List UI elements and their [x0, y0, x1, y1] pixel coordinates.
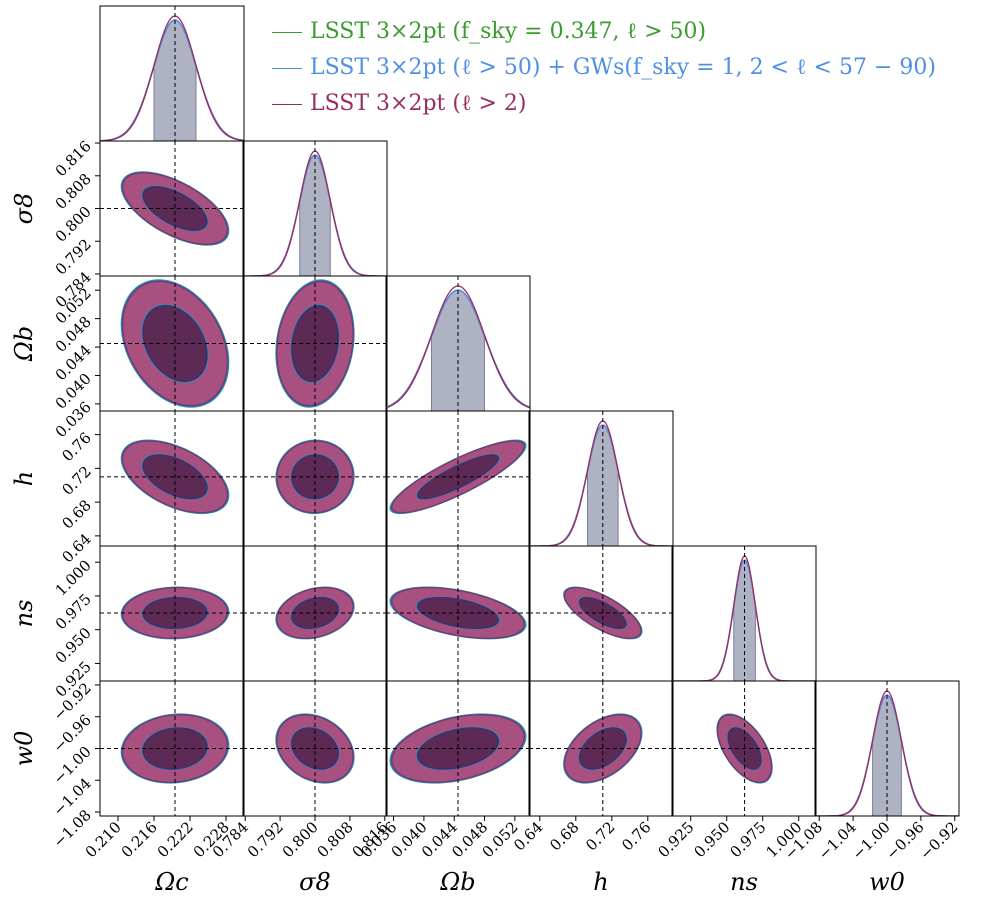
ytick-label: 0.975 — [52, 590, 95, 633]
panel-h-Ω_c — [99, 410, 245, 547]
panel-n_s-Ω_b — [385, 545, 531, 682]
panel-h-σ_8 — [242, 410, 388, 547]
panel-σ_8-Ω_c — [99, 140, 245, 277]
ytick-label: 0.72 — [58, 462, 94, 498]
legend-entry-1: LSST 3×2pt (ℓ > 50) + GWs(f_sky = 1, 2 <… — [272, 50, 936, 86]
panel-σ_8-σ_8 — [242, 140, 388, 277]
legend-entry-0: LSST 3×2pt (f_sky = 0.347, ℓ > 50) — [272, 14, 936, 50]
xtick-label: −0.92 — [916, 818, 961, 863]
contour-1sigma-2 — [142, 305, 208, 382]
yaxis-label-n_s: ns — [10, 600, 38, 628]
xtick-label: 0.925 — [654, 818, 697, 861]
xaxis-label-σ_8: σ8 — [299, 868, 331, 896]
marginal-band — [587, 424, 619, 546]
legend-swatch-2 — [272, 103, 302, 105]
marginal-curve-2 — [100, 15, 244, 141]
legend-swatch-0 — [272, 31, 302, 33]
ytick-label: 0.816 — [52, 137, 95, 180]
panel-n_s-σ_8 — [242, 545, 388, 682]
panel-h-Ω_b — [385, 410, 531, 547]
ytick-label: 0.950 — [52, 624, 95, 667]
panel-w_0-w_0 — [814, 680, 960, 817]
yaxis-label-σ_8: σ8 — [10, 193, 38, 225]
marginal-band — [872, 694, 902, 816]
panel-Ω_b-σ_8 — [242, 275, 388, 412]
ytick-label: 0.808 — [52, 170, 95, 213]
legend: LSST 3×2pt (f_sky = 0.347, ℓ > 50) LSST … — [272, 14, 936, 122]
yaxis-label-w_0: w0 — [10, 731, 38, 767]
contour-1sigma-2 — [142, 186, 208, 231]
panel-w_0-h — [528, 680, 674, 817]
panel-n_s-n_s — [671, 545, 817, 682]
xtick-label: 0.76 — [618, 818, 654, 854]
marginal-band — [153, 19, 197, 141]
xaxis-label-n_s: ns — [730, 868, 758, 896]
xtick-label: 0.800 — [279, 818, 322, 861]
xtick-label: 0.222 — [154, 818, 197, 861]
panel-Ω_b-Ω_b — [385, 275, 531, 412]
xaxis-label-Ω_c: Ωc — [154, 868, 188, 896]
marginal-band — [430, 289, 486, 411]
panel-n_s-Ω_c — [99, 545, 245, 682]
yaxis-label-h: h — [10, 471, 38, 486]
xtick-label: 0.216 — [118, 818, 161, 861]
legend-label-2: LSST 3×2pt (ℓ > 2) — [310, 91, 527, 116]
panel-h-h — [528, 410, 674, 547]
ytick-label: 0.800 — [52, 203, 95, 246]
ytick-label: 0.68 — [58, 496, 94, 532]
panel-w_0-Ω_b — [385, 680, 531, 817]
xtick-label: 0.64 — [510, 818, 546, 854]
marginal-band — [733, 559, 756, 681]
panel-n_s-h — [528, 545, 674, 682]
panel-Ω_c-Ω_c — [99, 5, 245, 142]
xtick-label: 0.808 — [314, 818, 357, 861]
marginal-curve-2 — [529, 420, 673, 546]
legend-entry-2: LSST 3×2pt (ℓ > 2) — [272, 86, 936, 122]
xaxis-label-h: h — [593, 868, 608, 896]
contour-1sigma-2 — [142, 727, 208, 770]
legend-label-1: LSST 3×2pt (ℓ > 50) + GWs(f_sky = 1, 2 <… — [310, 55, 936, 80]
xaxis-label-Ω_b: Ωb — [439, 868, 475, 896]
xtick-label: 0.68 — [546, 818, 582, 854]
panel-w_0-Ω_c — [99, 680, 245, 817]
xaxis-label-w_0: w0 — [869, 868, 905, 896]
panel-frame — [671, 680, 817, 817]
ytick-label: 0.792 — [52, 235, 95, 278]
yaxis-label-Ω_b: Ωb — [10, 326, 38, 362]
panel-w_0-σ_8 — [242, 680, 388, 817]
legend-swatch-1 — [272, 67, 302, 69]
panel-Ω_b-Ω_c — [99, 275, 245, 412]
xtick-label: 0.72 — [582, 818, 618, 854]
xtick-label: 0.950 — [690, 818, 733, 861]
xtick-label: 0.975 — [726, 818, 769, 861]
panel-w_0-n_s — [671, 680, 817, 817]
marginal-band — [299, 154, 331, 276]
legend-label-0: LSST 3×2pt (f_sky = 0.347, ℓ > 50) — [310, 19, 707, 44]
xtick-label: 0.792 — [244, 818, 287, 861]
